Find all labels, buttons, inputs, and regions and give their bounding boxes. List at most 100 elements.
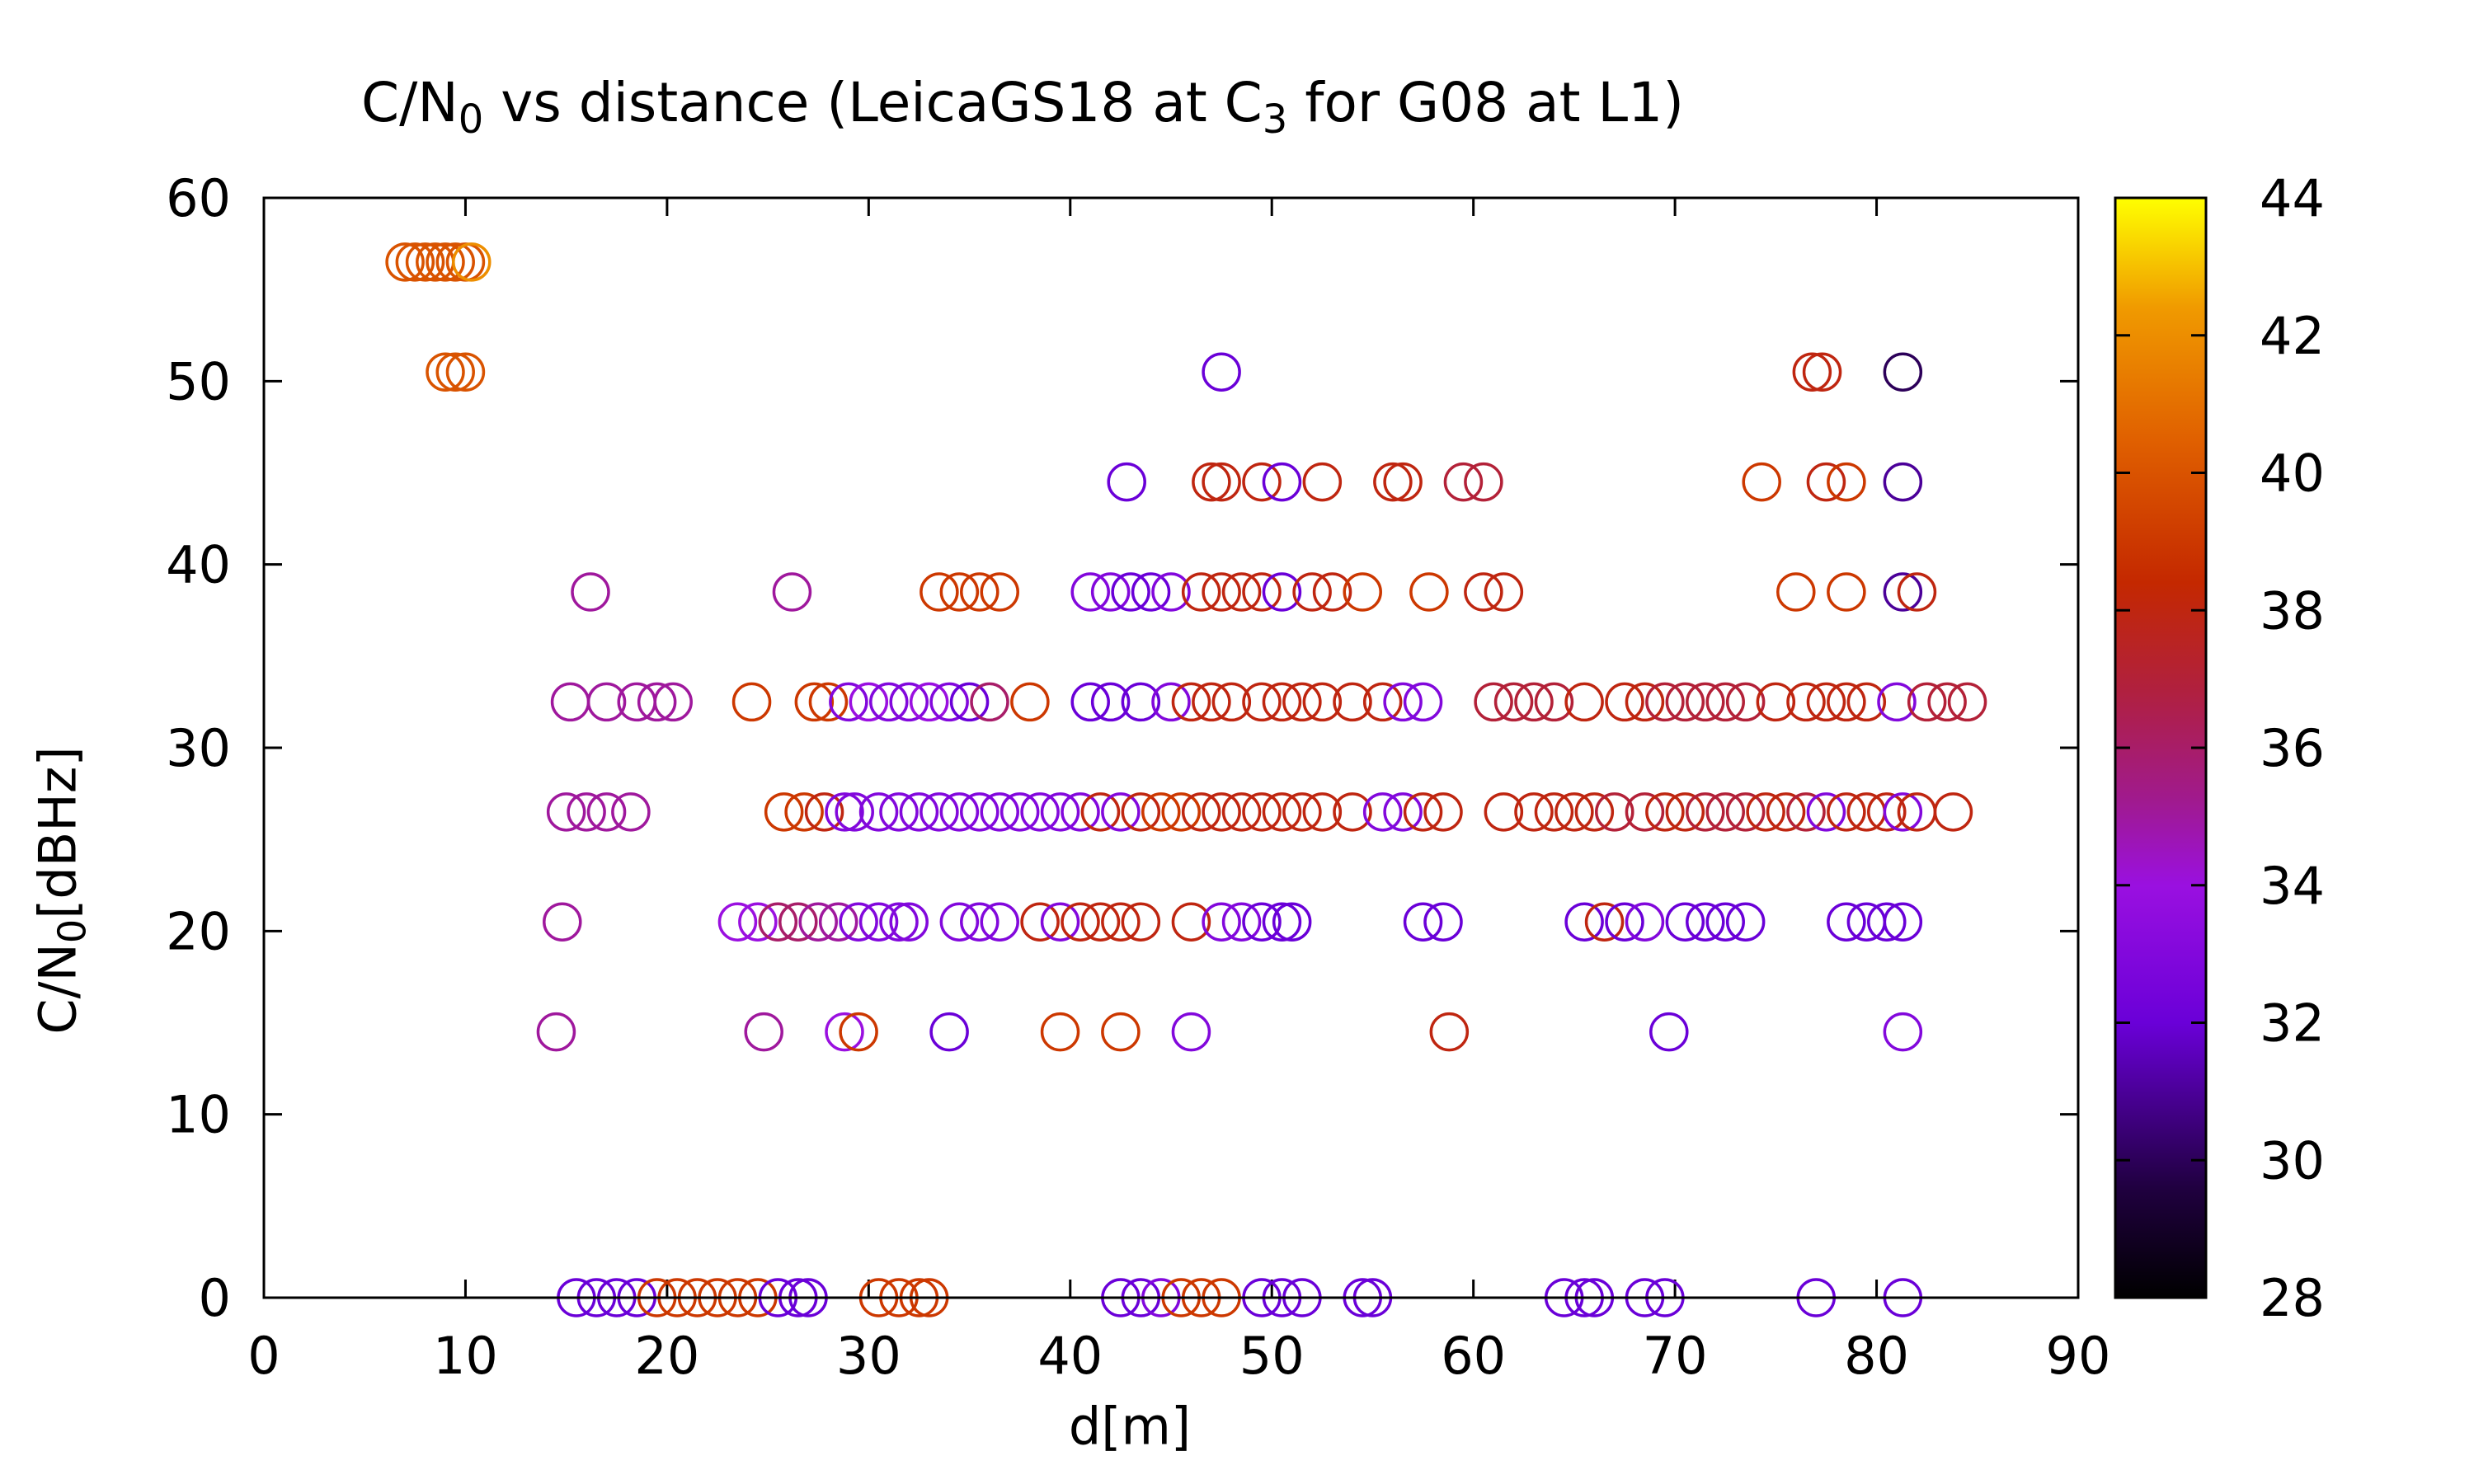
data-point <box>395 242 435 282</box>
data-point <box>1867 792 1907 832</box>
data-point <box>1897 572 1937 612</box>
data-point <box>825 792 864 832</box>
data-point <box>939 902 980 942</box>
data-point <box>1827 682 1866 722</box>
data-point <box>1686 902 1725 942</box>
data-point <box>1101 1012 1141 1052</box>
data-point <box>1883 352 1923 392</box>
data-point <box>571 572 610 612</box>
data-point <box>980 572 1019 612</box>
x-tick-label: 80 <box>1844 1326 1909 1386</box>
colorbar-tick-label: 32 <box>2260 993 2325 1054</box>
data-point <box>879 902 919 942</box>
data-point <box>772 572 812 612</box>
data-point <box>1111 572 1150 612</box>
data-point <box>1362 792 1403 832</box>
data-point <box>1202 792 1241 832</box>
data-point <box>1373 462 1413 502</box>
data-point <box>899 792 939 832</box>
data-point <box>1161 792 1201 832</box>
data-point <box>1020 792 1060 832</box>
y-tick-label: 40 <box>166 535 231 595</box>
data-point <box>1040 1012 1080 1052</box>
data-point <box>849 682 889 722</box>
colorbar-tick-label: 28 <box>2260 1268 2325 1328</box>
data-point <box>1202 902 1241 942</box>
data-point <box>1242 572 1282 612</box>
x-tick-label: 0 <box>247 1326 280 1386</box>
data-point <box>1686 682 1725 722</box>
data-point <box>1272 902 1312 942</box>
data-point <box>858 792 899 832</box>
data-point <box>1242 682 1282 722</box>
data-point <box>1883 1012 1923 1052</box>
data-point <box>1282 792 1322 832</box>
data-point <box>1302 682 1343 722</box>
data-point <box>1574 792 1615 832</box>
data-point <box>1070 682 1110 722</box>
data-point <box>536 1012 576 1052</box>
data-point <box>1786 792 1826 832</box>
data-point <box>839 1012 878 1052</box>
data-point <box>1121 902 1161 942</box>
data-point <box>1151 682 1191 722</box>
data-point <box>1403 902 1443 942</box>
data-point <box>798 902 838 942</box>
data-point <box>1883 462 1923 502</box>
data-point <box>980 902 1019 942</box>
data-point <box>1746 792 1785 832</box>
data-point <box>1202 352 1241 392</box>
data-point <box>637 682 677 722</box>
data-point <box>1792 352 1832 392</box>
data-point <box>1292 572 1332 612</box>
data-point <box>1211 682 1252 722</box>
y-tick-label: 50 <box>166 351 231 411</box>
data-point <box>586 792 627 832</box>
data-point <box>1403 682 1443 722</box>
data-point <box>1564 682 1604 722</box>
data-point <box>879 792 919 832</box>
data-point <box>980 792 1019 832</box>
data-point <box>758 902 798 942</box>
data-point <box>960 792 999 832</box>
data-point <box>1846 902 1887 942</box>
data-point <box>999 792 1040 832</box>
data-point <box>1605 902 1644 942</box>
data-point <box>1333 792 1372 832</box>
data-point <box>1725 792 1766 832</box>
data-point <box>1806 682 1846 722</box>
data-point <box>1493 682 1534 722</box>
data-point <box>1686 792 1725 832</box>
data-point <box>1202 462 1241 502</box>
data-point <box>738 902 778 942</box>
data-point <box>1383 792 1423 832</box>
data-point <box>1061 902 1100 942</box>
data-point <box>543 902 582 942</box>
colorbar-tick-label: 38 <box>2260 580 2325 641</box>
data-point <box>1705 792 1745 832</box>
x-tick-label: 70 <box>1643 1326 1708 1386</box>
data-point <box>1383 682 1423 722</box>
data-point <box>1262 462 1302 502</box>
data-point <box>1333 682 1372 722</box>
data-point <box>1846 792 1887 832</box>
data-point <box>1883 792 1923 832</box>
data-point <box>1534 682 1574 722</box>
data-point <box>1343 572 1382 612</box>
data-point <box>1827 462 1866 502</box>
data-point <box>1262 792 1302 832</box>
data-point <box>1302 462 1343 502</box>
y-tick-label: 60 <box>166 168 231 228</box>
data-point <box>1877 682 1917 722</box>
x-tick-label: 50 <box>1239 1326 1305 1386</box>
x-tick-label: 40 <box>1037 1326 1103 1386</box>
x-tick-label: 90 <box>2046 1326 2111 1386</box>
data-point <box>1010 682 1050 722</box>
data-point <box>1423 902 1463 942</box>
data-point <box>1061 792 1100 832</box>
data-point <box>1927 682 1967 722</box>
data-point <box>1883 902 1923 942</box>
data-point <box>804 792 844 832</box>
colorbar-tick-label: 40 <box>2260 444 2325 504</box>
